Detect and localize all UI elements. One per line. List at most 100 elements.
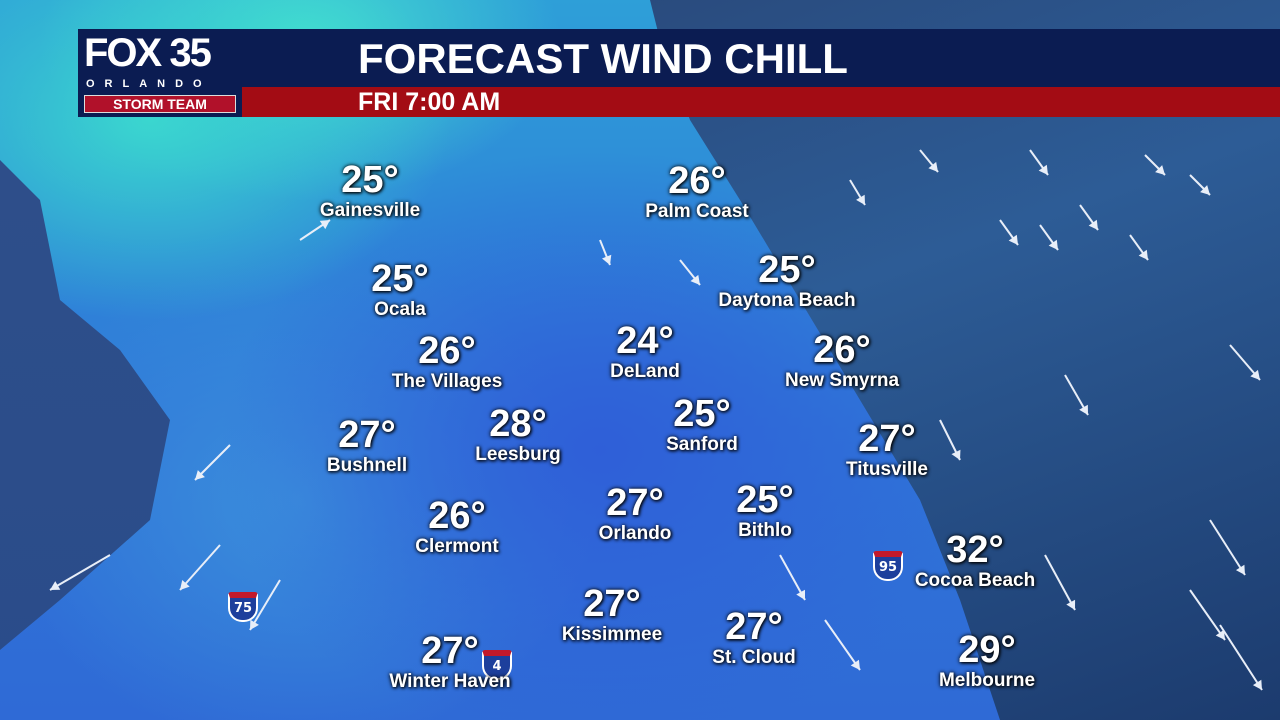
- city-label: 27° St. Cloud: [712, 607, 795, 669]
- wind-arrowhead: [1079, 404, 1088, 415]
- city-label: 28° Leesburg: [475, 404, 561, 466]
- forecast-time: FRI 7:00 AM: [358, 88, 501, 116]
- city-temp: 25°: [736, 479, 794, 521]
- city-name: Kissimmee: [561, 624, 663, 645]
- page-title: FORECAST WIND CHILL: [358, 35, 848, 82]
- wind-arrowhead: [1008, 234, 1018, 245]
- logo-city: ORLANDO: [86, 78, 212, 90]
- city-name: Bithlo: [738, 520, 792, 541]
- wind-arrowhead: [1252, 679, 1262, 690]
- city-name: Cocoa Beach: [914, 570, 1036, 591]
- city-label: 24° DeLand: [610, 321, 680, 383]
- city-temp: 27°: [858, 418, 916, 460]
- city-temp: 25°: [371, 258, 429, 300]
- city-temp: 27°: [583, 583, 641, 625]
- city-name: Titusville: [845, 459, 929, 480]
- city-label: 26° Clermont: [415, 496, 498, 558]
- header: FOX 35 ORLANDO STORM TEAM FORECAST WIND …: [78, 29, 1280, 117]
- city-temp: 26°: [418, 330, 476, 372]
- city-label: 27° Bushnell: [327, 415, 407, 477]
- city-name: New Smyrna: [784, 370, 900, 391]
- wind-arrowhead: [1215, 629, 1225, 640]
- city-label: 25° Ocala: [371, 259, 428, 321]
- city-temp: 27°: [725, 606, 783, 648]
- city-label: 32° Cocoa Beach: [915, 530, 1035, 592]
- city-name: Leesburg: [475, 444, 561, 465]
- city-name: Gainesville: [319, 200, 421, 221]
- city-label: 26° New Smyrna: [785, 330, 899, 392]
- city-name: Orlando: [598, 523, 672, 544]
- city-label: 26° Palm Coast: [645, 161, 748, 223]
- wind-arrowhead: [250, 619, 259, 630]
- wind-arrowhead: [850, 659, 860, 670]
- city-name: Daytona Beach: [718, 290, 856, 311]
- city-label: 26° The Villages: [392, 331, 503, 393]
- wind-arrowhead: [1066, 599, 1076, 610]
- wind-arrowhead: [319, 220, 330, 230]
- city-temp: 26°: [428, 495, 486, 537]
- wind-arrowhead: [1038, 164, 1048, 175]
- fox35-logo: FOX 35 ORLANDO STORM TEAM: [78, 29, 242, 117]
- wind-arrow: [1189, 589, 1226, 641]
- city-name: DeLand: [610, 361, 680, 382]
- city-temp: 25°: [341, 159, 399, 201]
- wind-arrowhead: [1138, 249, 1148, 260]
- city-label: 25° Daytona Beach: [718, 250, 855, 312]
- city-label: 27° Kissimmee: [562, 584, 662, 646]
- wind-arrowhead: [928, 161, 938, 172]
- wind-arrow: [824, 619, 861, 671]
- city-name: Melbourne: [938, 670, 1036, 691]
- wind-arrowhead: [856, 194, 865, 205]
- city-temp: 27°: [338, 414, 396, 456]
- wind-arrowhead: [1048, 239, 1058, 250]
- city-label: 25° Bithlo: [736, 480, 793, 542]
- city-label: 27° Winter Haven: [389, 631, 510, 693]
- city-name: Clermont: [415, 536, 499, 557]
- wind-arrowhead: [602, 254, 612, 265]
- city-label: 25° Sanford: [666, 394, 738, 456]
- wind-arrowhead: [1088, 219, 1098, 230]
- logo-storm-team: STORM TEAM: [84, 95, 236, 113]
- city-label: 29° Melbourne: [939, 630, 1035, 692]
- city-temp: 25°: [758, 249, 816, 291]
- interstate-shield-75: 75: [228, 592, 258, 622]
- city-temp: 29°: [958, 629, 1016, 671]
- interstate-shield-95: 95: [873, 551, 903, 581]
- wind-arrowhead: [1155, 165, 1165, 175]
- wind-arrow: [249, 579, 281, 631]
- city-label: 27° Orlando: [599, 483, 672, 545]
- wind-arrowhead: [1200, 185, 1210, 195]
- city-name: Winter Haven: [389, 671, 511, 692]
- city-temp: 26°: [668, 160, 726, 202]
- wind-arrow: [49, 554, 111, 591]
- city-name: Palm Coast: [645, 201, 749, 222]
- title-bar: FORECAST WIND CHILL: [242, 29, 1280, 87]
- time-bar: FRI 7:00 AM: [242, 87, 1280, 117]
- city-temp: 32°: [946, 529, 1004, 571]
- wind-arrow: [1209, 519, 1246, 576]
- wind-arrow: [1044, 554, 1076, 611]
- logo-station: FOX 35: [84, 31, 212, 75]
- city-temp: 25°: [673, 393, 731, 435]
- wind-arrowhead: [1235, 564, 1245, 575]
- interstate-shield-4: 4: [482, 650, 512, 680]
- city-temp: 27°: [421, 630, 479, 672]
- city-name: The Villages: [391, 371, 503, 392]
- city-name: St. Cloud: [712, 647, 796, 668]
- city-label: 27° Titusville: [846, 419, 928, 481]
- wind-arrowhead: [50, 581, 61, 590]
- wind-arrowhead: [690, 274, 700, 285]
- city-temp: 26°: [813, 329, 871, 371]
- city-temp: 28°: [489, 403, 547, 445]
- wind-arrowhead: [951, 449, 961, 460]
- city-name: Sanford: [666, 434, 738, 455]
- city-temp: 24°: [616, 320, 674, 362]
- city-name: Ocala: [374, 299, 426, 320]
- wind-arrowhead: [180, 579, 190, 590]
- city-label: 25° Gainesville: [320, 160, 420, 222]
- wind-arrowhead: [796, 589, 805, 600]
- city-temp: 27°: [606, 482, 664, 524]
- wind-arrow: [179, 544, 221, 591]
- wind-arrow: [1219, 624, 1263, 691]
